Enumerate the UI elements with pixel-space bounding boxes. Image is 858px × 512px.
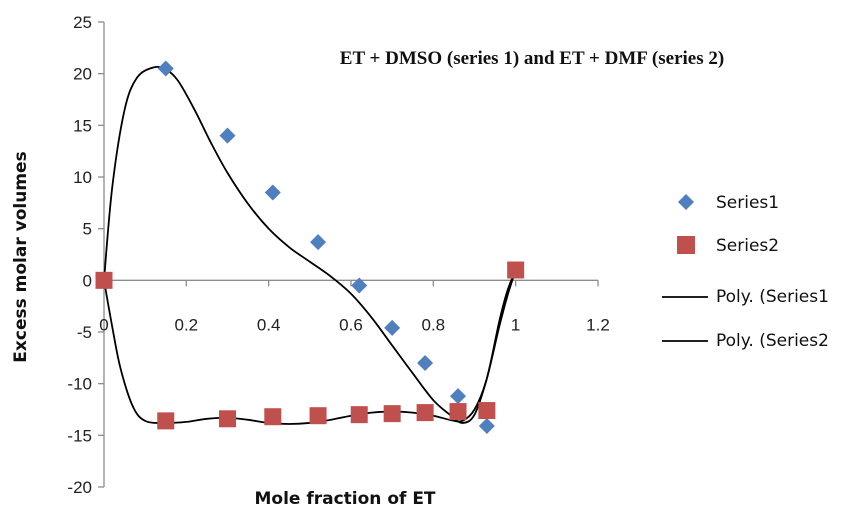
data-point-series1	[384, 319, 401, 336]
legend-label-series2: Series2	[716, 236, 779, 256]
data-point-series2	[507, 261, 525, 279]
x-tick-label: 0.6	[339, 315, 363, 334]
legend-label-poly-series1: Poly. (Series1	[716, 287, 829, 307]
y-tick-label: 10	[73, 168, 92, 187]
data-point-series2	[416, 404, 434, 422]
x-tick-label: 0	[99, 315, 108, 334]
x-tick-label: 0.4	[257, 315, 281, 334]
data-point-series1	[157, 60, 174, 77]
y-tick-label: -15	[67, 426, 92, 445]
data-point-series2	[157, 412, 175, 430]
data-point-series2	[449, 403, 467, 421]
data-point-series2	[478, 402, 496, 420]
y-tick-label: 15	[73, 116, 92, 135]
x-tick-label: 1.2	[586, 315, 610, 334]
y-tick-label: 0	[83, 271, 92, 290]
y-tick-label: -20	[67, 478, 92, 497]
y-axis-title: Excess molar volumes	[11, 151, 31, 362]
y-tick-label: -5	[77, 323, 92, 342]
data-point-series1	[450, 388, 467, 405]
x-axis-title: Mole fraction of ET	[254, 489, 435, 509]
x-tick-label: 1	[511, 315, 520, 334]
trendline-poly-series1	[103, 65, 517, 424]
data-point-series2	[264, 408, 282, 426]
x-tick-label: 0.8	[422, 315, 446, 334]
x-tick-labels: 0 0.2 0.4 0.6 0.8 1 1.2	[99, 315, 610, 334]
trendline-poly-series2	[103, 269, 517, 425]
data-point-series1	[264, 184, 281, 201]
legend-item-poly-series2: Poly. (Series2	[662, 331, 829, 351]
data-point-series1	[478, 418, 495, 435]
data-point-series2	[383, 405, 401, 423]
legend-item-poly-series1: Poly. (Series1	[662, 287, 829, 307]
data-point-series1	[351, 277, 368, 294]
data-point-series2	[219, 410, 236, 428]
x-tick-label: 0.2	[175, 315, 199, 334]
y-tick-label: 5	[83, 220, 92, 239]
trendlines	[103, 65, 517, 425]
data-point-series1	[417, 355, 434, 371]
data-point-series2	[95, 271, 113, 289]
data-point-series2	[350, 406, 368, 424]
y-tick-label: 25	[73, 13, 92, 32]
legend-label-series1: Series1	[716, 193, 779, 213]
legend-marker-series1	[678, 194, 694, 210]
legend-item-series1: Series1	[678, 193, 779, 213]
legend: Series1 Series2 Poly. (Series1 Poly. (Se…	[662, 193, 829, 351]
legend-label-poly-series2: Poly. (Series2	[716, 331, 829, 351]
data-points	[95, 60, 525, 435]
data-point-series2	[309, 407, 327, 425]
data-point-series1	[219, 127, 236, 144]
y-tick-labels: 25 20 15 10 5 0 -5 -10 -15 -20	[67, 13, 92, 497]
legend-item-series2: Series2	[677, 236, 779, 256]
chart-title: ET + DMSO (series 1) and ET + DMF (serie…	[340, 48, 724, 69]
y-tick-label: -10	[67, 375, 92, 394]
y-tick-label: 20	[73, 65, 92, 84]
data-point-series1	[310, 234, 327, 251]
legend-marker-series2	[677, 236, 695, 254]
